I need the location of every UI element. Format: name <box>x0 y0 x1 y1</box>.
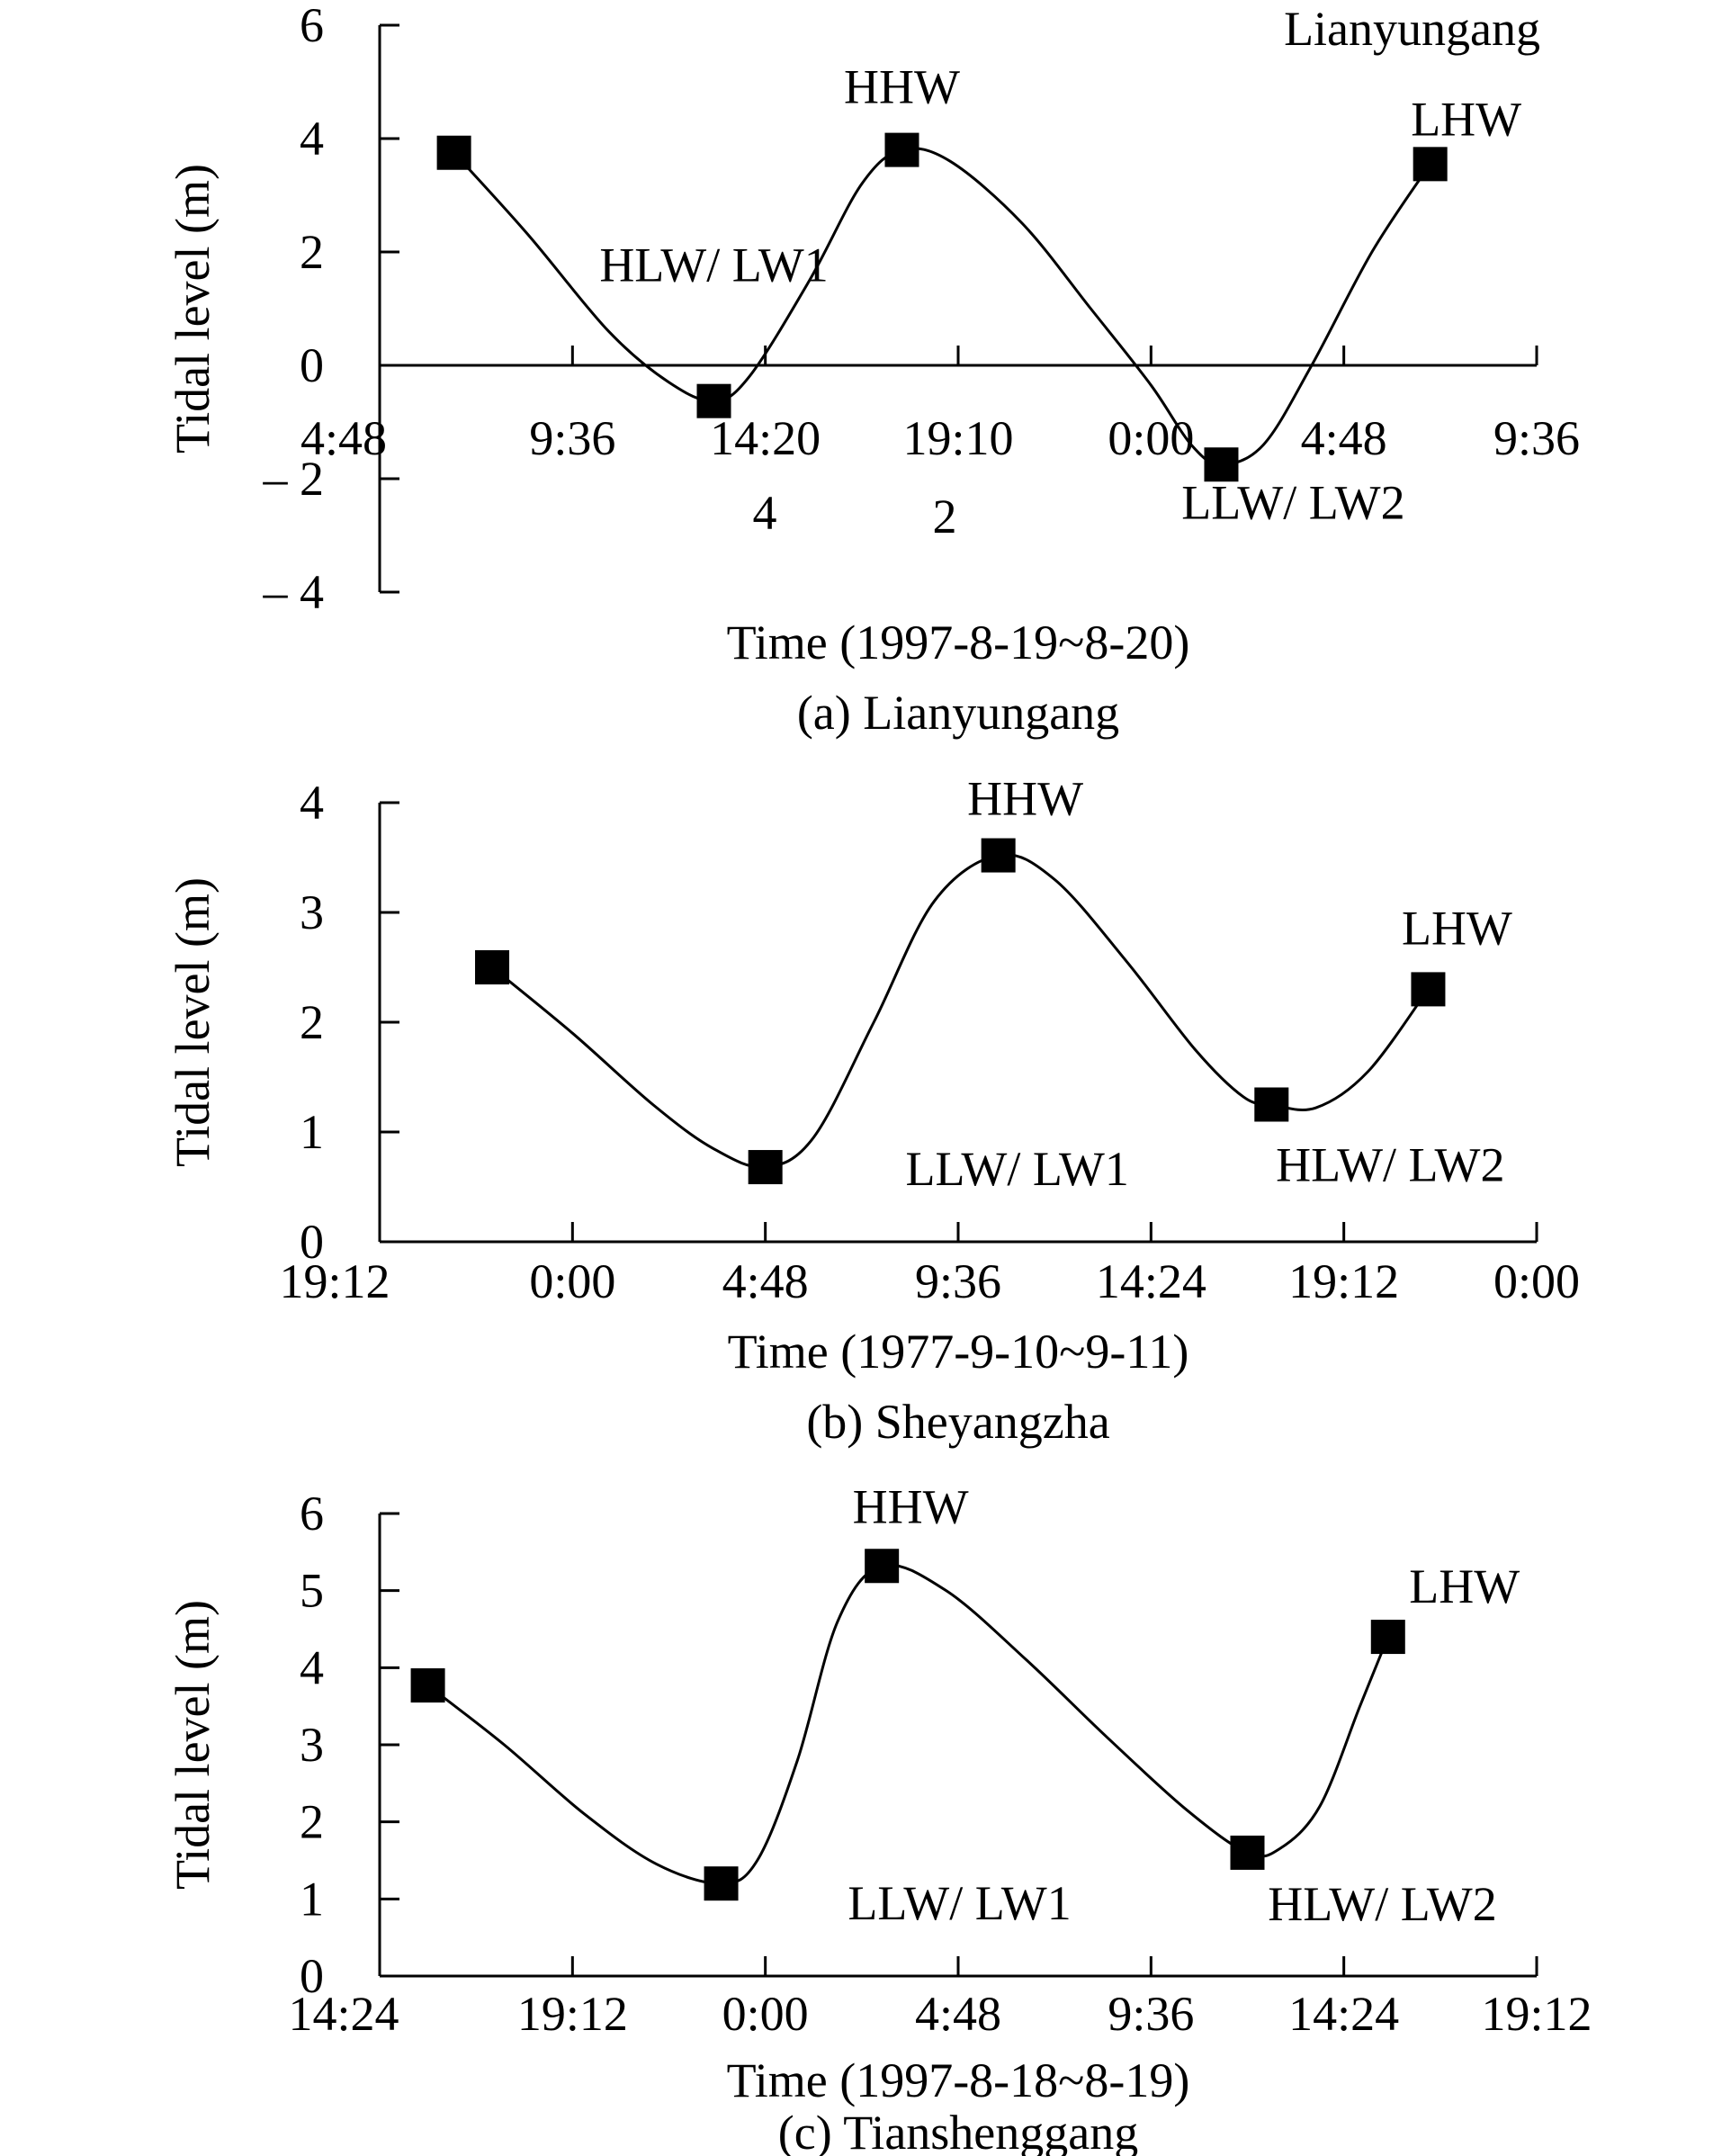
x-axis-title: Time (1997-8-18~8-19) <box>727 2053 1190 2107</box>
x-tick-label: 14:24 <box>288 1987 399 2041</box>
y-tick-label: 4 <box>300 1640 324 1694</box>
y-tick-label: 0 <box>300 1949 324 2003</box>
x-axis-title: Time (1997-8-19~8-20) <box>727 615 1190 669</box>
y-tick-label: 0 <box>300 1215 324 1269</box>
data-point-marker <box>436 135 471 170</box>
x-tick-label: 14:24 <box>1288 1987 1399 2041</box>
point-label: LLW/ LW1 <box>905 1142 1128 1196</box>
point-label: LHW <box>1411 92 1521 146</box>
data-point-marker <box>410 1668 445 1703</box>
y-tick-label: – 2 <box>263 452 325 506</box>
x-tick-label: 4:48 <box>915 1987 1001 2041</box>
point-label: HLW/ LW2 <box>1268 1877 1496 1931</box>
y-tick-label: 1 <box>300 1872 324 1926</box>
point-label: LHW <box>1402 901 1512 955</box>
x-axis-title: Time (1977-9-10~9-11) <box>728 1325 1189 1379</box>
x-tick-label: 0:00 <box>1493 1254 1580 1308</box>
data-point-marker <box>704 1866 739 1901</box>
y-axis-title: Tidal level (m) <box>166 164 220 454</box>
y-tick-label: 2 <box>300 1795 324 1849</box>
x-tick-label: 4:48 <box>300 411 387 465</box>
x-tick-label: 4:48 <box>1301 411 1387 465</box>
x-tick-label: 0:00 <box>1108 411 1194 465</box>
point-label: LLW/ LW1 <box>848 1876 1071 1930</box>
y-axis-title: Tidal level (m) <box>166 877 220 1167</box>
data-point-marker <box>1230 1835 1265 1870</box>
data-point-marker <box>696 383 731 418</box>
point-label: HHW <box>967 772 1083 826</box>
tidal-curve <box>426 1563 1390 1885</box>
data-point-marker <box>1411 972 1446 1007</box>
x-tick-label: 19:12 <box>1481 1987 1592 2041</box>
data-point-marker <box>1254 1087 1289 1122</box>
point-label: HHW <box>844 60 960 114</box>
point-label: HLW/ LW2 <box>1276 1138 1504 1192</box>
y-tick-label: 2 <box>300 995 324 1049</box>
extra-tick-label: 4 <box>753 486 777 540</box>
data-point-marker <box>865 1549 900 1584</box>
x-tick-label: 19:10 <box>902 411 1013 465</box>
point-label: HHW <box>853 1479 969 1533</box>
x-tick-label: 4:48 <box>722 1254 809 1308</box>
panel-caption: (a) Lianyungang <box>797 686 1119 740</box>
data-point-marker <box>884 132 919 167</box>
data-point-marker <box>981 838 1016 873</box>
point-label: LLW/ LW2 <box>1181 475 1404 529</box>
y-tick-label: 6 <box>300 1487 324 1541</box>
y-tick-label: 0 <box>300 338 324 392</box>
data-point-marker <box>1370 1620 1405 1655</box>
y-tick-label: 5 <box>300 1564 324 1618</box>
x-tick-label: 14:24 <box>1096 1254 1206 1308</box>
panel-caption: (c) Tianshenggang <box>778 2106 1138 2156</box>
data-point-marker <box>475 950 510 984</box>
y-tick-label: 3 <box>300 1718 324 1772</box>
x-tick-label: 9:36 <box>1108 1987 1194 2041</box>
x-tick-label: 9:36 <box>529 411 615 465</box>
y-tick-label: 4 <box>300 112 324 166</box>
y-tick-label: 6 <box>300 0 324 52</box>
x-tick-label: 9:36 <box>915 1254 1001 1308</box>
x-tick-label: 19:12 <box>517 1987 628 2041</box>
point-label: HLW/ LW1 <box>599 238 828 292</box>
y-axis-title: Tidal level (m) <box>166 1600 220 1890</box>
y-tick-label: 1 <box>300 1105 324 1159</box>
data-point-marker <box>748 1150 783 1185</box>
y-tick-label: 3 <box>300 885 324 939</box>
extra-tick-label: 2 <box>933 490 957 543</box>
x-tick-label: 9:36 <box>1493 411 1580 465</box>
y-tick-label: 2 <box>300 225 324 279</box>
y-tick-label: 4 <box>300 776 324 830</box>
x-tick-label: 19:12 <box>279 1254 390 1308</box>
y-tick-label: – 4 <box>263 565 325 619</box>
tidal-curve <box>453 147 1431 466</box>
x-tick-label: 0:00 <box>722 1987 809 2041</box>
point-label: LHW <box>1409 1559 1520 1613</box>
x-tick-label: 14:20 <box>710 411 821 465</box>
data-point-marker <box>1413 147 1448 182</box>
x-tick-label: 19:12 <box>1288 1254 1399 1308</box>
chart-panel-1: 6 4 2 0 – 2 – 4 4:48 9:36 14:20 19:10 0:00 4:48 9:36… <box>166 0 1580 740</box>
data-point-marker <box>1204 447 1239 482</box>
station-label: Lianyungang <box>1284 2 1540 56</box>
x-tick-label: 0:00 <box>529 1254 615 1308</box>
panel-caption: (b) Sheyangzha <box>806 1395 1109 1449</box>
